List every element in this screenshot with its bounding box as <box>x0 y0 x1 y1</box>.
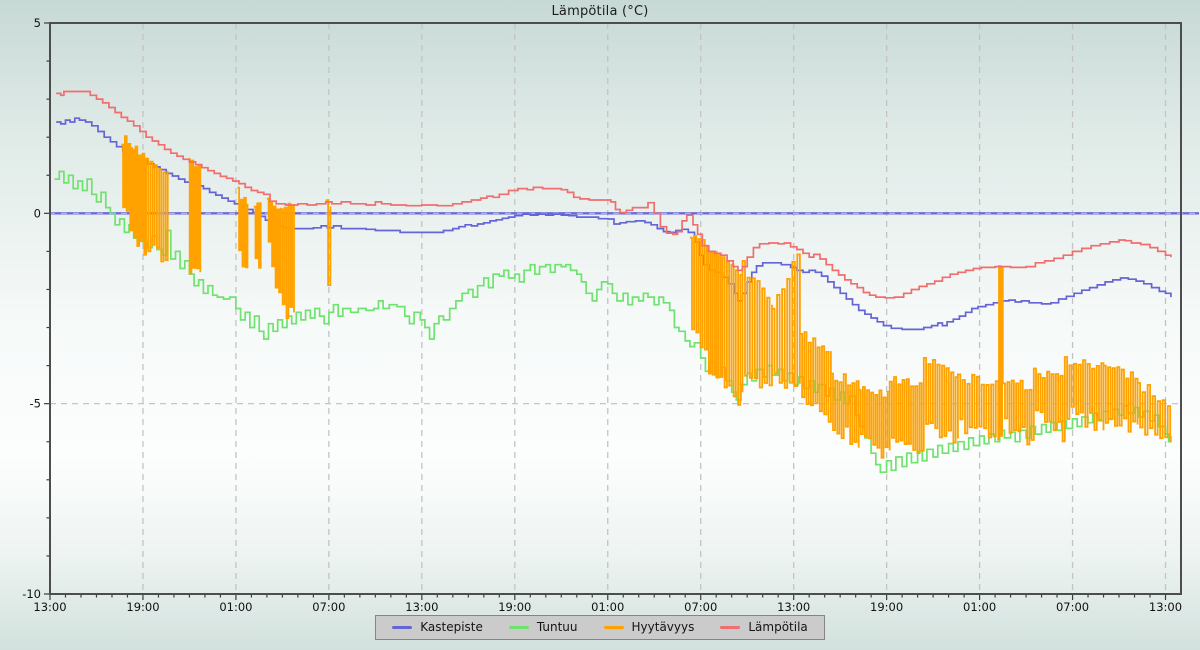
x-axis-label: 19:00 <box>498 600 531 614</box>
y-axis-label: 0 <box>34 206 41 220</box>
plot-frame <box>49 22 1182 595</box>
series-hyytvyys-line <box>121 135 1172 459</box>
series-tuntuu-line <box>54 170 1172 474</box>
y-axis-label: -10 <box>22 587 41 601</box>
x-axis-label: 13:00 <box>33 600 66 614</box>
x-axis-label: 01:00 <box>963 600 996 614</box>
x-axis-label: 07:00 <box>312 600 345 614</box>
x-axis-label: 07:00 <box>1056 600 1089 614</box>
x-axis-label: 13:00 <box>1149 600 1182 614</box>
y-axis-label: -5 <box>30 397 41 411</box>
x-axis-label: 01:00 <box>219 600 252 614</box>
x-axis-label: 19:00 <box>870 600 903 614</box>
x-axis-label: 07:00 <box>684 600 717 614</box>
series-kastepiste-line <box>56 117 1172 331</box>
chart-title: Lämpötila (°C) <box>551 4 649 19</box>
series-lmptila-line <box>56 90 1172 299</box>
x-axis-label: 13:00 <box>777 600 810 614</box>
x-axis-label: 13:00 <box>405 600 438 614</box>
x-axis-label: 19:00 <box>126 600 159 614</box>
x-axis-label: 01:00 <box>591 600 624 614</box>
y-axis-label: 5 <box>34 16 41 30</box>
